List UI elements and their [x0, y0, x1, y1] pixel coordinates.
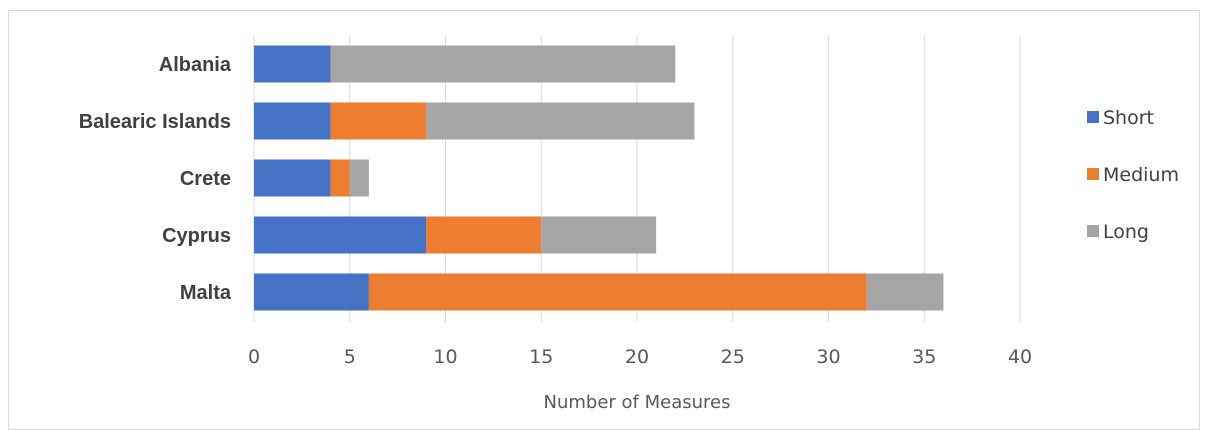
bar-balearic-islands-short [254, 102, 331, 140]
bar-crete-short [254, 159, 331, 197]
x-tick-10: 10 [433, 346, 457, 368]
bars [254, 45, 944, 311]
bar-balearic-islands-medium [330, 102, 427, 140]
category-label-crete: Crete [180, 168, 231, 190]
bar-malta-long [866, 273, 944, 311]
bar-balearic-islands-long [426, 102, 695, 140]
legend-label-short: Short [1103, 107, 1154, 129]
legend-swatch-short [1087, 111, 1099, 123]
x-axis-title: Number of Measures [544, 392, 731, 413]
x-tick-labels: 0 5 10 15 20 25 30 35 40 [248, 346, 1032, 368]
bar-crete-medium [330, 159, 350, 197]
legend-label-long: Long [1103, 221, 1149, 243]
x-tick-35: 35 [912, 346, 936, 368]
bar-cyprus-long [541, 216, 657, 254]
category-label-cyprus: Cyprus [162, 225, 231, 247]
x-tick-5: 5 [344, 346, 356, 368]
x-tick-40: 40 [1008, 346, 1032, 368]
bar-albania-short [254, 45, 331, 83]
bar-cyprus-medium [426, 216, 542, 254]
x-tick-15: 15 [529, 346, 553, 368]
x-tick-25: 25 [721, 346, 745, 368]
category-label-balearic-islands: Balearic Islands [79, 111, 231, 133]
legend-label-medium: Medium [1103, 164, 1179, 186]
bar-albania-long [330, 45, 676, 83]
x-tick-0: 0 [248, 346, 260, 368]
bar-cyprus-short [254, 216, 427, 254]
category-labels: Albania Balearic Islands Crete Cyprus Malta [79, 54, 232, 304]
x-tick-30: 30 [816, 346, 840, 368]
category-label-malta: Malta [180, 282, 232, 304]
bar-crete-long [349, 159, 369, 197]
x-tick-20: 20 [625, 346, 649, 368]
bar-malta-short [254, 273, 369, 311]
bar-malta-medium [368, 273, 867, 311]
legend: Short Medium Long [1087, 107, 1179, 243]
legend-swatch-medium [1087, 168, 1099, 180]
legend-swatch-long [1087, 225, 1099, 237]
category-label-albania: Albania [159, 54, 232, 76]
